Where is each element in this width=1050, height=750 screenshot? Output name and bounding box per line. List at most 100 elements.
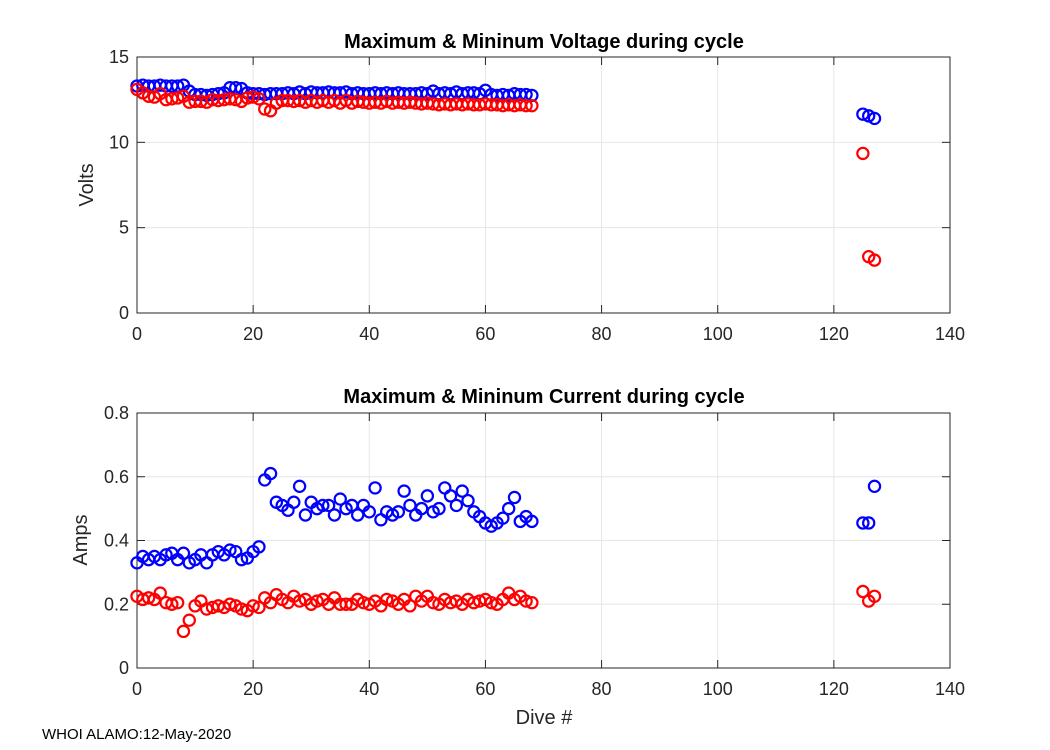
current-y-axis-label: Amps xyxy=(70,514,92,565)
data-point xyxy=(449,498,464,513)
data-point xyxy=(170,595,185,610)
data-point xyxy=(246,90,260,104)
data-point xyxy=(414,501,429,516)
data-point xyxy=(339,597,353,611)
x-tick-label: 20 xyxy=(243,324,263,344)
data-point xyxy=(519,594,533,608)
data-point xyxy=(159,548,173,562)
data-point xyxy=(380,592,394,607)
data-point xyxy=(165,597,179,611)
data-point xyxy=(862,516,876,530)
data-point xyxy=(252,92,266,106)
current-grid xyxy=(137,413,950,668)
y-tick-label: 15 xyxy=(109,47,129,67)
data-point xyxy=(403,498,417,513)
data-point xyxy=(420,489,435,503)
y-tick-label: 0.6 xyxy=(104,467,129,487)
data-point xyxy=(292,479,307,494)
voltage-y-axis-label: Volts xyxy=(76,163,98,206)
x-tick-label: 40 xyxy=(359,679,379,699)
y-tick-label: 0.4 xyxy=(104,531,129,551)
data-point xyxy=(287,495,301,509)
data-point xyxy=(350,508,365,522)
data-point xyxy=(316,498,330,513)
data-point xyxy=(199,602,214,616)
data-point xyxy=(310,594,324,608)
data-point xyxy=(327,508,342,522)
data-point xyxy=(467,595,481,610)
data-point xyxy=(519,98,533,113)
data-point xyxy=(443,489,458,503)
x-tick-label: 140 xyxy=(935,324,965,344)
data-point xyxy=(263,466,278,481)
y-tick-label: 0 xyxy=(119,303,129,323)
current-markers xyxy=(130,466,882,639)
data-point xyxy=(176,624,191,639)
data-point xyxy=(403,599,417,613)
voltage-ticks: 0 20 40 60 80 100 120 140 0 5 10 15 xyxy=(109,47,965,344)
footer-label: WHOI ALAMO:12-May-2020 xyxy=(42,726,232,743)
current-x-axis-label: Dive # xyxy=(516,707,574,729)
data-point xyxy=(397,484,411,498)
max-series xyxy=(130,78,882,126)
x-tick-label: 100 xyxy=(703,679,733,699)
x-tick-label: 20 xyxy=(243,679,263,699)
voltage-markers xyxy=(130,78,882,267)
data-point xyxy=(525,514,539,529)
data-point xyxy=(867,253,882,267)
min-series xyxy=(130,82,882,267)
data-point xyxy=(525,98,539,113)
x-tick-label: 40 xyxy=(359,324,379,344)
data-point xyxy=(292,594,307,608)
data-point xyxy=(426,595,440,610)
data-point xyxy=(362,505,376,519)
data-point xyxy=(170,91,185,105)
current-chart-title: Maximum & Mininum Current during cycle xyxy=(343,386,744,408)
data-point xyxy=(867,589,882,603)
x-tick-label: 60 xyxy=(475,324,495,344)
x-tick-label: 100 xyxy=(703,324,733,344)
data-point xyxy=(223,543,237,557)
y-tick-label: 0.8 xyxy=(104,403,129,423)
voltage-chart: Maximum & Mininum Voltage during cycle V… xyxy=(76,31,965,344)
data-point xyxy=(461,493,475,508)
y-tick-label: 0.2 xyxy=(104,594,129,614)
data-point xyxy=(176,546,191,560)
data-point xyxy=(252,600,266,615)
data-point xyxy=(507,490,522,505)
x-tick-label: 0 xyxy=(132,679,142,699)
data-point xyxy=(455,484,469,498)
data-point xyxy=(368,481,382,495)
data-point xyxy=(153,586,167,600)
data-point xyxy=(321,498,336,513)
current-ticks: 0 20 40 60 80 100 120 140 0 0.2 0.4 0.6 0.8 xyxy=(104,403,965,699)
data-point xyxy=(182,613,196,627)
data-point xyxy=(856,516,870,530)
data-point xyxy=(252,540,266,554)
data-point xyxy=(496,511,510,525)
y-tick-label: 5 xyxy=(119,218,129,238)
data-point xyxy=(258,102,272,116)
data-point xyxy=(867,479,882,494)
x-tick-label: 120 xyxy=(819,679,849,699)
min-series xyxy=(130,584,882,639)
data-point xyxy=(391,505,406,519)
data-point xyxy=(525,595,539,610)
x-tick-label: 60 xyxy=(475,679,495,699)
max-series xyxy=(130,466,882,570)
data-point xyxy=(298,508,313,522)
data-point xyxy=(234,602,249,616)
x-tick-label: 140 xyxy=(935,679,965,699)
data-point xyxy=(199,556,214,570)
voltage-chart-title: Maximum & Mininum Voltage during cycle xyxy=(344,31,744,53)
data-point xyxy=(484,595,498,610)
x-tick-label: 0 xyxy=(132,324,142,344)
data-point xyxy=(438,481,452,495)
data-point xyxy=(867,111,882,126)
data-point xyxy=(856,584,870,599)
data-point xyxy=(856,146,870,161)
y-tick-label: 10 xyxy=(109,132,129,152)
data-point xyxy=(501,501,516,516)
data-point xyxy=(856,107,870,121)
